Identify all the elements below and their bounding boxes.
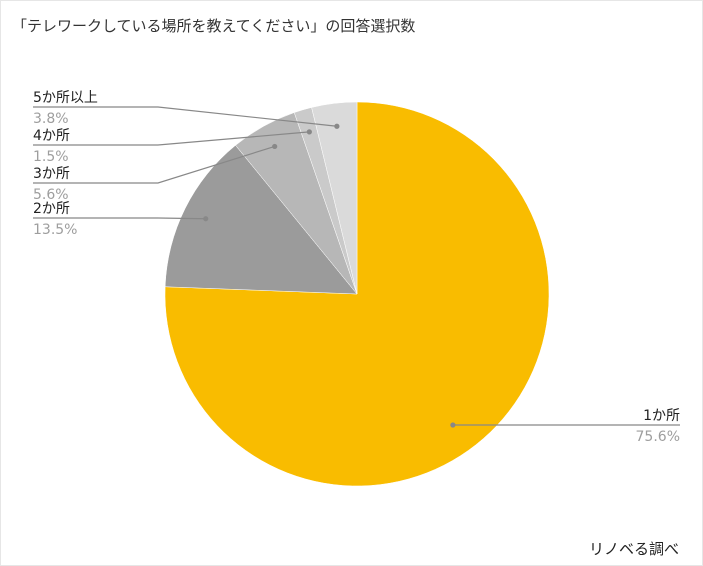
slice-label-1: 1か所: [643, 408, 680, 424]
slice-label-2: 2か所: [33, 201, 70, 217]
leader-line-5: [33, 106, 340, 129]
pie-slice-5: [311, 101, 358, 295]
chart-title: 「テレワークしている場所を教えてください」の回答選択数: [12, 17, 416, 35]
source-note: リノベる調べ: [588, 540, 679, 558]
slice-label-3: 3か所: [33, 166, 70, 182]
leader-line-3: [33, 143, 278, 184]
leader-line-1: [450, 422, 680, 428]
slice-value-1: 75.6%: [636, 429, 680, 445]
slice-value-2: 13.5%: [33, 222, 77, 238]
slice-value-4: 1.5%: [33, 149, 69, 165]
slice-label-4: 4か所: [33, 128, 70, 144]
slice-label-5: 5か所以上: [33, 90, 98, 106]
leader-line-4: [33, 129, 312, 146]
leader-line-2: [33, 216, 209, 222]
slice-value-5: 3.8%: [33, 111, 69, 127]
pie-slice-2: [164, 144, 358, 295]
slice-value-3: 5.6%: [33, 187, 69, 203]
